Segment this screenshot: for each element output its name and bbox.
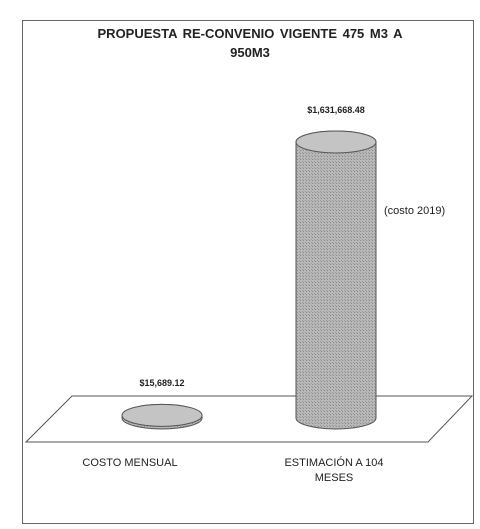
chart-frame [22, 20, 474, 524]
value-label: $1,631,668.48 [307, 105, 365, 115]
floor [24, 395, 474, 443]
cylinder-top [121, 403, 203, 427]
x-tick-label: COSTO MENSUAL [82, 457, 178, 469]
cylinder-top [295, 130, 377, 154]
value-label: $15,689.12 [139, 378, 185, 389]
annotation: (costo 2019) [384, 205, 446, 217]
cylinder [295, 130, 377, 430]
x-tick-label: ESTIMACIÓN A 104 MESES [284, 457, 384, 484]
chart-title: PROPUESTA RE-CONVENIO VIGENTE 475 M3 A 9… [97, 26, 403, 60]
